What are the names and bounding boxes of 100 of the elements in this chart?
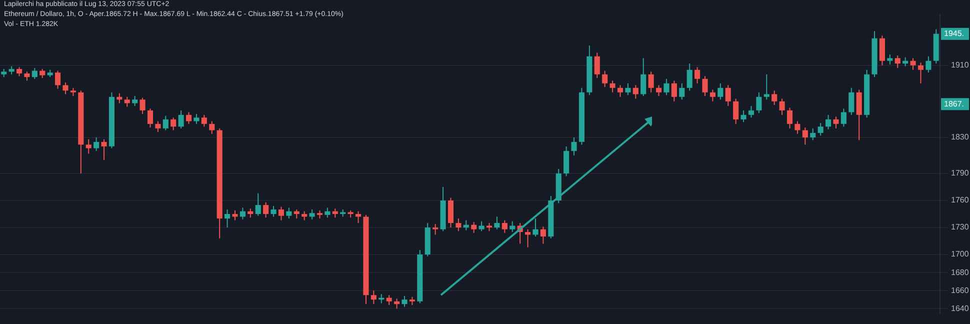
candlestick [240, 207, 246, 220]
candlestick [910, 58, 916, 70]
candlestick [40, 68, 46, 78]
candlestick [270, 205, 276, 218]
candlestick [463, 220, 469, 231]
candlestick [448, 197, 454, 228]
candlestick [671, 80, 677, 102]
candlestick [748, 105, 754, 118]
candlestick [432, 223, 438, 236]
candlestick [756, 92, 762, 114]
candlestick [101, 138, 107, 160]
candlestick [302, 210, 308, 221]
candlestick [664, 78, 670, 96]
candlestick [740, 110, 746, 123]
candlestick [294, 208, 300, 220]
candlestick [62, 82, 68, 95]
candlestick [840, 108, 846, 128]
candlestick [132, 95, 138, 106]
candlestick [140, 97, 146, 114]
y-tick-label: 1640 [951, 304, 970, 313]
y-tick-label: 1730 [951, 222, 970, 232]
candlestick [147, 108, 154, 128]
y-tick-label: 1700 [951, 250, 970, 259]
candlestick [248, 208, 254, 218]
candlestick [201, 114, 207, 128]
candlestick [55, 70, 61, 90]
candlestick [532, 218, 538, 238]
candlestick [802, 127, 808, 146]
candlestick [402, 295, 408, 308]
candlestick [833, 116, 839, 129]
candlestick [879, 35, 885, 66]
candlestick [602, 70, 608, 88]
candlestick [594, 52, 600, 78]
candlestick [786, 107, 793, 129]
candlestick [679, 82, 685, 100]
y-tick-label: 1680 [951, 268, 970, 277]
candlestick [186, 112, 192, 124]
candlestick [794, 120, 800, 134]
candlestick [764, 74, 770, 100]
candlestick [194, 114, 200, 124]
candlestick [725, 84, 731, 106]
candlestick [170, 117, 176, 131]
candlestick [32, 68, 38, 80]
candlestick [887, 54, 893, 65]
candlestick [502, 220, 508, 234]
candlestick [224, 208, 230, 228]
candlestick [510, 220, 516, 233]
candlestick [540, 226, 546, 244]
candlestick [370, 290, 376, 305]
candlestick [656, 84, 662, 96]
y-tick-label: 1660 [951, 286, 970, 295]
candlestick [918, 62, 924, 84]
candlestick [571, 136, 577, 156]
candlestick [848, 87, 854, 116]
candlestick [894, 54, 900, 69]
candlestick [209, 120, 215, 134]
candlestick [324, 207, 330, 218]
candlestick [394, 298, 400, 310]
candlestick [16, 66, 22, 77]
candlestick [710, 89, 716, 102]
candlestick [494, 216, 500, 230]
candlestick [24, 71, 30, 82]
candlestick [640, 58, 646, 96]
candlestick [772, 90, 778, 106]
candlestick [525, 228, 531, 248]
annotation: 1867. [944, 99, 964, 108]
y-tick-label: 1910 [951, 60, 970, 70]
candlestick [332, 208, 338, 218]
candlestick [702, 76, 708, 96]
candlestick [625, 82, 631, 96]
y-tick-label: 1790 [951, 168, 970, 178]
candlestick [779, 98, 785, 116]
candlestick [155, 120, 161, 133]
candlestick [648, 71, 654, 93]
candlestick [694, 66, 700, 84]
candlestick [610, 80, 616, 93]
candlestick [856, 89, 862, 141]
candlestick [471, 222, 477, 234]
candlestick [94, 136, 100, 152]
candlestick [86, 138, 92, 154]
candlestick [386, 294, 392, 306]
candlestick [278, 206, 284, 221]
candlestick [818, 122, 824, 136]
y-tick-label: 1830 [951, 132, 970, 142]
candlestick [826, 114, 832, 130]
candlestick [232, 210, 238, 221]
candlestick [926, 56, 932, 74]
candlestick [286, 207, 292, 220]
candlestick [178, 110, 184, 129]
candlestick [632, 84, 638, 100]
annotation: 1945. [944, 29, 964, 38]
candlestick [810, 128, 816, 141]
y-tick-label: 1760 [951, 196, 970, 205]
candlestick [733, 98, 739, 124]
candlestick [617, 84, 624, 98]
candlestick [564, 146, 570, 177]
candlestick [686, 63, 692, 92]
candlestick [356, 210, 362, 224]
candlestick [263, 202, 269, 218]
candlestick [116, 92, 122, 104]
